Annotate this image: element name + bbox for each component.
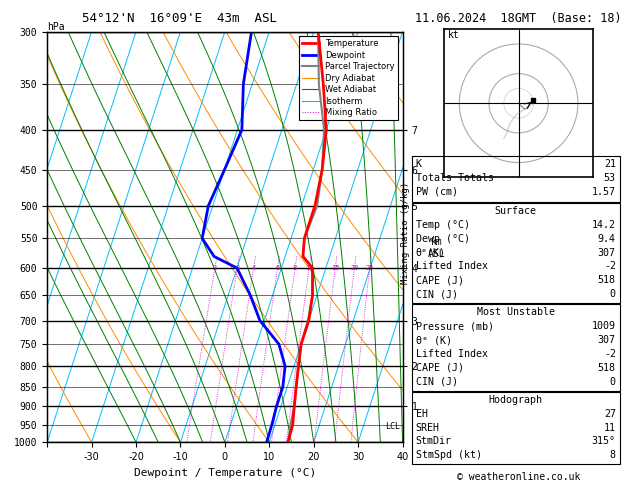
Text: 1.57: 1.57 [592,187,616,197]
Text: 10: 10 [305,265,313,271]
Text: 3: 3 [235,265,240,271]
Text: Hodograph: Hodograph [489,395,543,405]
Text: CIN (J): CIN (J) [416,377,458,387]
Text: StmDir: StmDir [416,436,452,447]
Text: © weatheronline.co.uk: © weatheronline.co.uk [457,472,581,482]
Text: kt: kt [447,30,459,40]
Text: 6: 6 [276,265,280,271]
Text: Lifted Index: Lifted Index [416,349,487,359]
Text: Totals Totals: Totals Totals [416,173,494,183]
Text: 0: 0 [610,377,616,387]
Text: CIN (J): CIN (J) [416,289,458,299]
Text: 11: 11 [604,423,616,433]
Text: -2: -2 [604,261,616,272]
Text: Mixing Ratio (g/kg): Mixing Ratio (g/kg) [401,182,410,284]
Text: EH: EH [416,409,428,419]
Text: 4: 4 [252,265,256,271]
Text: 518: 518 [598,276,616,285]
Text: K: K [416,159,422,169]
Text: Temp (°C): Temp (°C) [416,220,470,230]
X-axis label: Dewpoint / Temperature (°C): Dewpoint / Temperature (°C) [134,468,316,478]
Text: 2: 2 [213,265,217,271]
Text: θᵉ(K): θᵉ(K) [416,248,446,258]
Text: 20: 20 [350,265,359,271]
Text: 315°: 315° [592,436,616,447]
Text: Dewp (°C): Dewp (°C) [416,234,470,244]
Text: 15: 15 [331,265,340,271]
Text: θᵉ (K): θᵉ (K) [416,335,452,345]
Text: Most Unstable: Most Unstable [477,308,555,317]
Text: 0: 0 [610,289,616,299]
Text: StmSpd (kt): StmSpd (kt) [416,451,482,460]
Text: 518: 518 [598,363,616,373]
Text: 307: 307 [598,248,616,258]
Text: 14.2: 14.2 [592,220,616,230]
Text: 54°12'N  16°09'E  43m  ASL: 54°12'N 16°09'E 43m ASL [82,12,277,25]
Text: -2: -2 [604,349,616,359]
Y-axis label: km
ASL: km ASL [428,237,446,259]
Text: Surface: Surface [495,206,537,216]
Text: CAPE (J): CAPE (J) [416,276,464,285]
Text: Lifted Index: Lifted Index [416,261,487,272]
Text: hPa: hPa [47,22,65,32]
Text: 11.06.2024  18GMT  (Base: 18): 11.06.2024 18GMT (Base: 18) [415,12,621,25]
Text: 8: 8 [610,451,616,460]
Text: 9.4: 9.4 [598,234,616,244]
Text: 27: 27 [604,409,616,419]
Text: 25: 25 [365,265,374,271]
Text: 8: 8 [293,265,297,271]
Text: SREH: SREH [416,423,440,433]
Text: 21: 21 [604,159,616,169]
Text: 53: 53 [604,173,616,183]
Text: Pressure (mb): Pressure (mb) [416,321,494,331]
Text: CAPE (J): CAPE (J) [416,363,464,373]
Text: 307: 307 [598,335,616,345]
Text: 1009: 1009 [592,321,616,331]
Text: LCL: LCL [386,422,400,431]
Legend: Temperature, Dewpoint, Parcel Trajectory, Dry Adiabat, Wet Adiabat, Isotherm, Mi: Temperature, Dewpoint, Parcel Trajectory… [299,36,398,121]
Text: PW (cm): PW (cm) [416,187,458,197]
